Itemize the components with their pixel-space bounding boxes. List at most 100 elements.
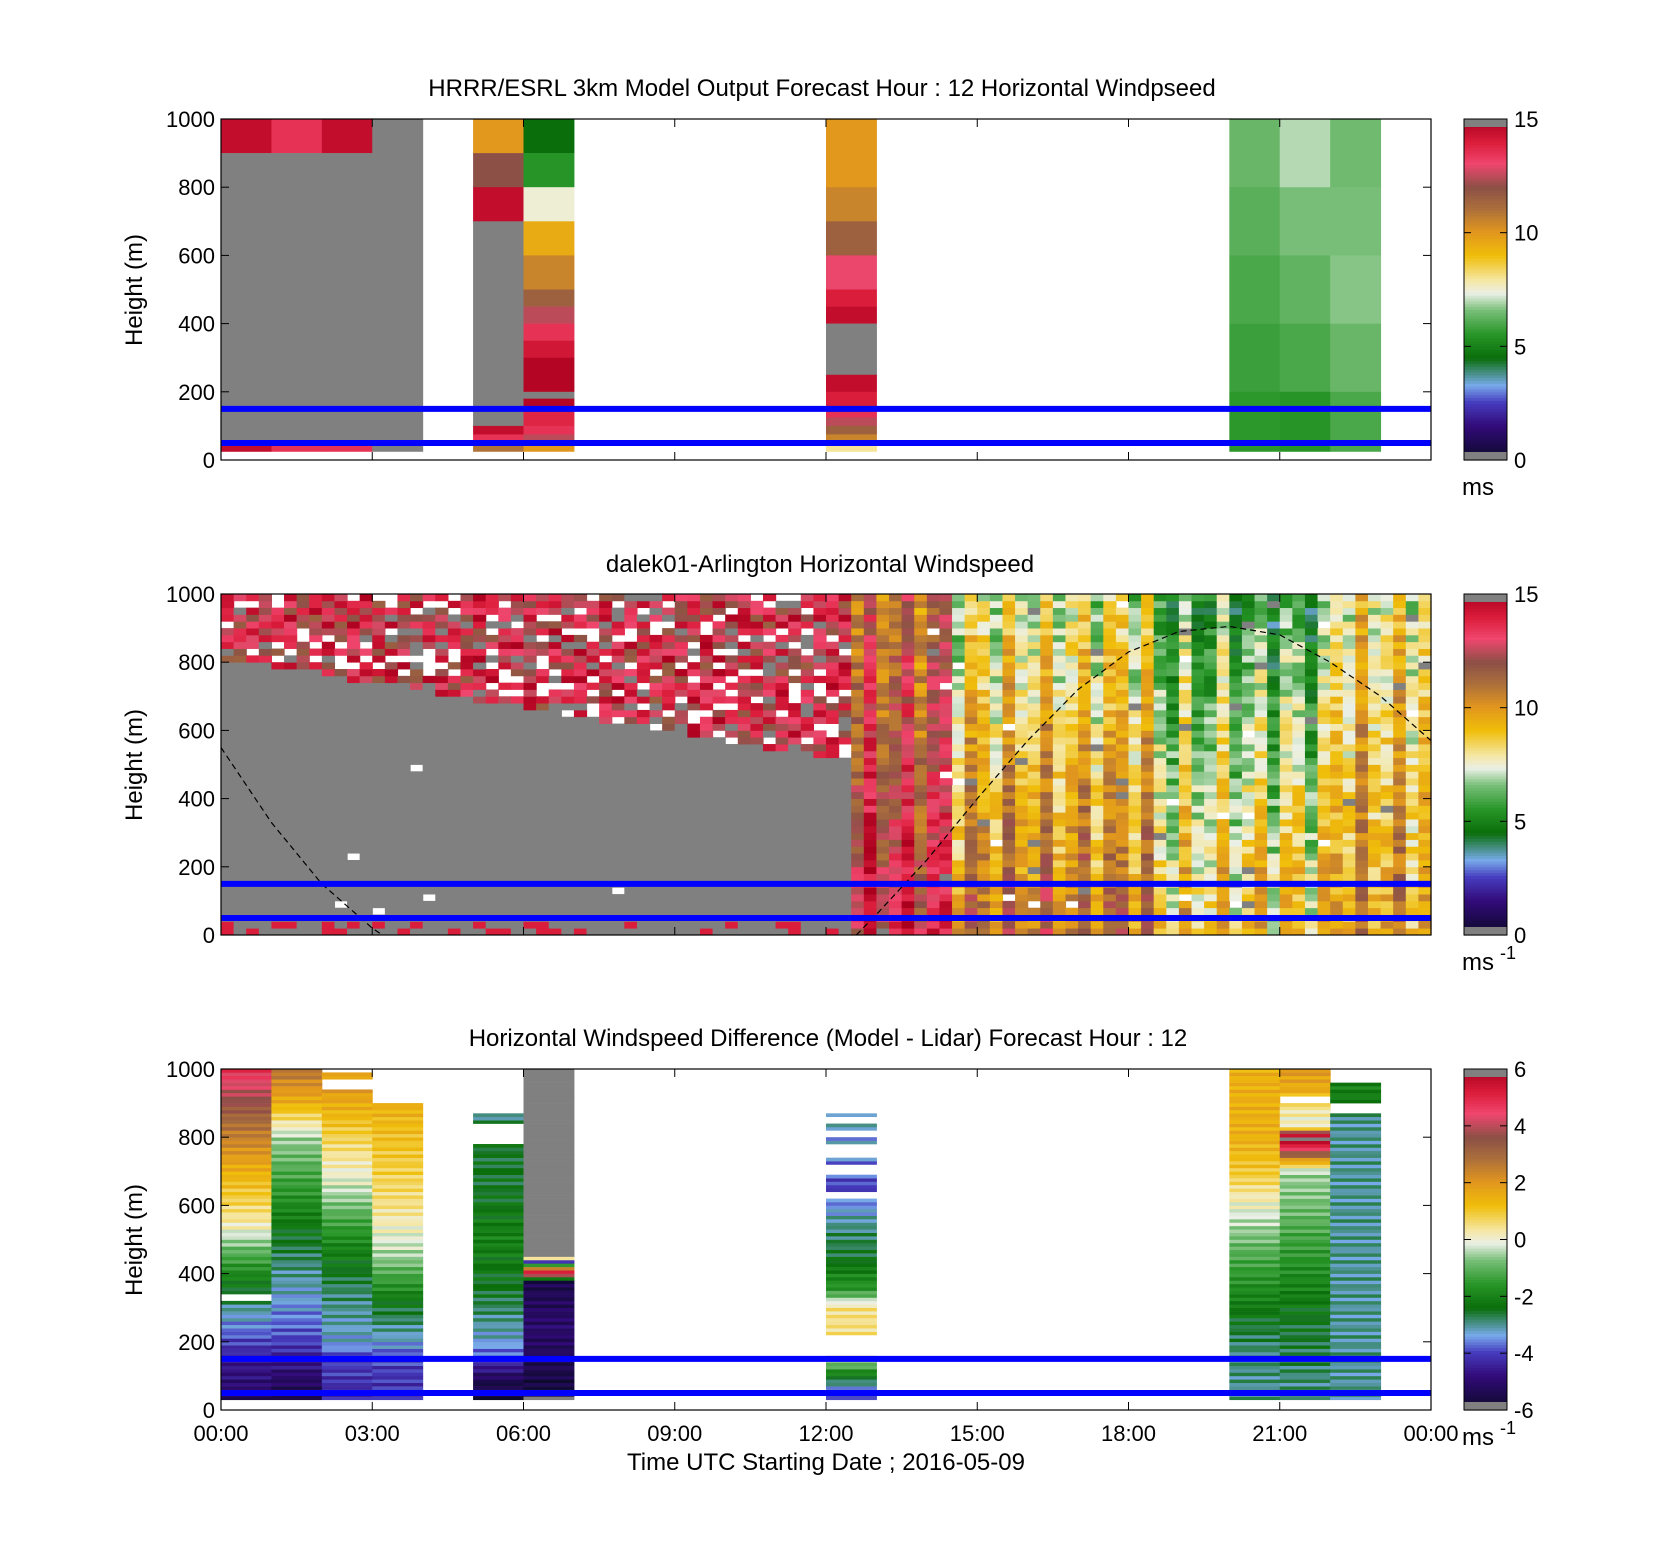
heatmap-cell <box>826 784 840 793</box>
heatmap-cell <box>952 723 966 731</box>
heatmap-cell <box>548 716 562 724</box>
heatmap-cell <box>1052 866 1067 875</box>
heatmap-cell <box>1078 634 1092 643</box>
heatmap-cell <box>1216 921 1230 929</box>
heatmap-cell <box>1166 669 1180 677</box>
colorbar-swatch <box>1464 846 1507 851</box>
heatmap-cell <box>737 689 751 697</box>
heatmap-cell <box>473 866 487 875</box>
heatmap-cell <box>750 757 764 765</box>
heatmap-cell <box>725 812 739 820</box>
heatmap-cell <box>1040 696 1054 704</box>
heatmap-cell <box>284 853 298 861</box>
heatmap-cell <box>1254 682 1268 690</box>
heatmap-cell <box>989 873 1004 881</box>
heatmap-cell <box>1317 607 1331 615</box>
heatmap-cell <box>573 750 588 759</box>
heatmap-cell <box>561 805 575 813</box>
heatmap-cell <box>687 750 701 759</box>
heatmap-cell <box>838 675 852 684</box>
heatmap-cell <box>1330 662 1344 670</box>
heatmap-cell <box>246 894 260 902</box>
heatmap-cell <box>1393 628 1407 636</box>
heatmap-cell <box>838 614 852 622</box>
heatmap-cell <box>447 709 462 718</box>
heatmap-cell <box>1204 594 1218 602</box>
heatmap-cell <box>826 221 877 256</box>
heatmap-cell <box>674 866 688 875</box>
heatmap-cell <box>901 614 915 622</box>
heatmap-cell <box>826 900 840 909</box>
heatmap-cell <box>788 703 802 711</box>
heatmap-cell <box>1330 709 1344 718</box>
heatmap-cell <box>813 764 827 772</box>
heatmap-cell <box>435 778 449 786</box>
heatmap-cell <box>1292 614 1306 622</box>
heatmap-cell <box>510 791 525 799</box>
heatmap-cell <box>901 921 915 929</box>
heatmap-cell <box>1267 900 1281 909</box>
heatmap-cell <box>1141 907 1155 915</box>
heatmap-cell <box>485 928 499 936</box>
heatmap-cell <box>1115 825 1130 834</box>
heatmap-cell <box>321 737 336 745</box>
heatmap-cell <box>548 798 562 806</box>
heatmap-cell <box>599 648 613 656</box>
heatmap-cell <box>1267 832 1281 840</box>
heatmap-cell <box>914 921 928 929</box>
heatmap-cell <box>1090 907 1104 915</box>
heatmap-cell <box>410 621 424 629</box>
heatmap-cell <box>863 907 878 915</box>
heatmap-cell <box>548 662 562 670</box>
colorbar-swatch <box>1464 320 1507 325</box>
heatmap-cell <box>1153 737 1167 745</box>
heatmap-cell <box>233 771 247 779</box>
heatmap-cell <box>1015 696 1029 704</box>
heatmap-cell <box>1393 750 1407 759</box>
heatmap-cell <box>813 703 827 711</box>
heatmap-cell <box>611 696 625 704</box>
heatmap-cell <box>901 825 915 834</box>
heatmap-cell <box>1027 819 1041 827</box>
heatmap-cell <box>1292 778 1306 786</box>
heatmap-cell <box>422 907 436 915</box>
heatmap-cell <box>1052 641 1067 649</box>
heatmap-cell <box>977 866 991 875</box>
heatmap-cell <box>1304 737 1319 745</box>
heatmap-cell <box>1292 709 1306 718</box>
heatmap-cell <box>397 744 411 752</box>
heatmap-cell <box>372 730 386 738</box>
heatmap-cell <box>1015 873 1029 881</box>
heatmap-cell <box>510 634 525 643</box>
heatmap-cell <box>561 812 575 820</box>
heatmap-cell <box>435 805 449 813</box>
heatmap-cell <box>1355 689 1369 697</box>
heatmap-cell <box>1141 778 1155 786</box>
heatmap-cell <box>674 655 688 663</box>
heatmap-cell <box>372 819 386 827</box>
heatmap-cell <box>813 628 827 636</box>
heatmap-cell <box>1393 894 1407 902</box>
heatmap-cell <box>977 648 991 656</box>
heatmap-cell <box>321 709 336 718</box>
heatmap-cell <box>561 791 575 799</box>
heatmap-cell <box>498 662 512 670</box>
heatmap-cell <box>271 703 285 711</box>
heatmap-cell <box>939 928 953 936</box>
heatmap-cell <box>699 600 714 609</box>
heatmap-cell <box>1418 723 1432 731</box>
heatmap-cell <box>1204 634 1218 643</box>
heatmap-cell <box>1367 594 1382 602</box>
heatmap-cell <box>233 607 247 615</box>
heatmap-cell <box>1178 648 1193 656</box>
heatmap-cell <box>599 750 613 759</box>
heatmap-cell <box>1330 825 1344 834</box>
heatmap-cell <box>384 900 399 909</box>
heatmap-cell <box>662 778 676 786</box>
heatmap-cell <box>1103 709 1117 718</box>
heatmap-cell <box>964 682 978 690</box>
heatmap-cell <box>964 750 978 759</box>
heatmap-cell <box>1065 764 1079 772</box>
heatmap-cell <box>447 887 462 895</box>
heatmap-cell <box>838 853 852 861</box>
